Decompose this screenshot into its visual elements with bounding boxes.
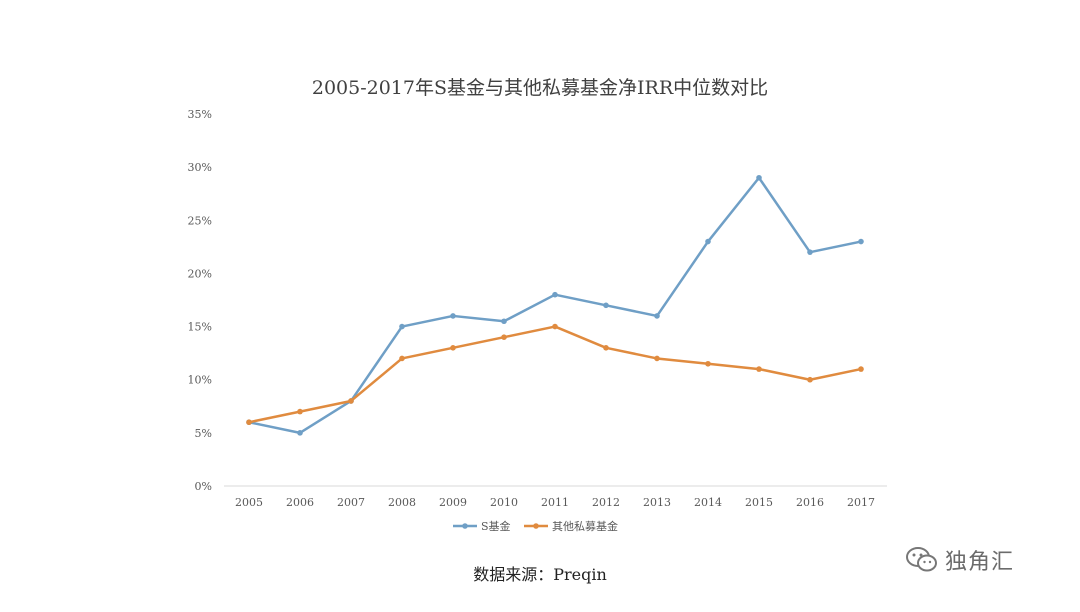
watermark: 独角汇 — [905, 542, 1065, 578]
data-point — [297, 408, 303, 415]
data-point — [399, 355, 405, 362]
data-point — [654, 355, 660, 362]
x-tick-label: 2009 — [439, 496, 467, 509]
data-point — [552, 291, 558, 298]
legend: S基金 其他私募基金 — [453, 519, 618, 533]
y-tick-label: 25% — [188, 214, 212, 227]
data-point — [246, 419, 252, 426]
legend-label: 其他私募基金 — [552, 519, 618, 533]
data-point — [705, 238, 711, 245]
x-tick-label: 2016 — [796, 496, 824, 509]
data-point — [756, 366, 762, 372]
data-point — [603, 345, 609, 351]
data-point — [807, 249, 813, 255]
legend-swatch-marker — [462, 523, 468, 529]
y-tick-label: 5% — [195, 427, 212, 440]
watermark-text: 独角汇 — [945, 550, 1015, 575]
x-tick-label: 2017 — [847, 496, 875, 509]
data-point — [756, 174, 762, 181]
data-point — [297, 430, 303, 436]
y-tick-label: 30% — [188, 161, 212, 174]
data-point — [399, 323, 405, 330]
data-point — [858, 238, 864, 245]
x-tick-label: 2015 — [745, 496, 773, 509]
y-tick-label: 20% — [188, 267, 212, 280]
y-tick-label: 15% — [188, 321, 212, 334]
x-tick-label: 2013 — [643, 496, 671, 509]
y-tick-label: 0% — [195, 480, 212, 493]
data-point — [348, 398, 354, 404]
x-tick-label: 2010 — [490, 496, 518, 509]
data-point — [705, 360, 711, 367]
data-point — [450, 345, 456, 351]
data-point — [552, 323, 558, 330]
wechat-bubble-icon — [906, 547, 937, 572]
axes: 0% 5% 10% 15% 20% 25% 30% 35% 2005 2006 2007 2008 20… — [188, 108, 887, 509]
x-tick-label: 2011 — [541, 496, 569, 509]
series-layer — [246, 174, 864, 436]
data-point — [450, 313, 456, 319]
series-line — [248, 176, 862, 435]
data-point — [603, 302, 609, 309]
x-tick-label: 2014 — [694, 496, 722, 509]
legend-label: S基金 — [481, 519, 511, 533]
y-tick-label: 10% — [188, 374, 212, 387]
chart-title: 2005-2017年S基金与其他私募基金净IRR中位数对比 — [312, 77, 768, 99]
x-tick-label: 2006 — [286, 496, 314, 509]
data-point — [501, 334, 507, 341]
data-point — [654, 313, 660, 319]
data-point — [807, 376, 813, 383]
x-tick-label: 2008 — [388, 496, 416, 509]
x-tick-label: 2007 — [337, 496, 365, 509]
x-tick-label: 2012 — [592, 496, 620, 509]
data-point — [501, 318, 507, 325]
legend-swatch-marker — [533, 523, 539, 529]
y-tick-label: 35% — [188, 108, 212, 121]
x-tick-label: 2005 — [235, 496, 263, 509]
source-note: 数据来源：Preqin — [473, 565, 607, 584]
data-point — [858, 366, 864, 372]
